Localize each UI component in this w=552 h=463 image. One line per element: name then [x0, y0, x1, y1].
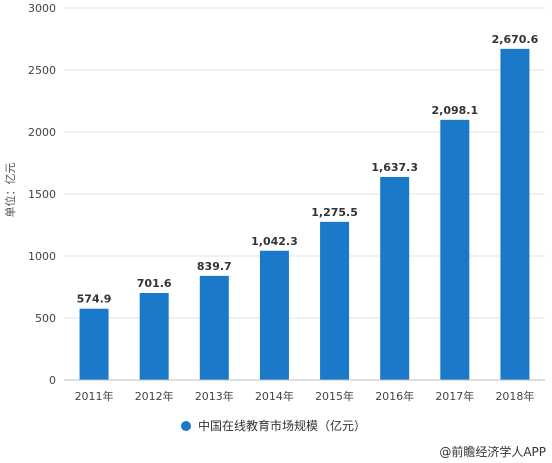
x-tick-label: 2014年	[255, 389, 294, 403]
data-label: 701.6	[137, 277, 172, 290]
x-tick-label: 2017年	[435, 389, 474, 403]
y-tick-label: 2000	[28, 126, 56, 139]
data-label: 2,670.6	[492, 33, 539, 46]
bars	[79, 48, 530, 380]
x-tick-label: 2016年	[375, 389, 414, 403]
x-tick-label: 2011年	[75, 389, 114, 403]
y-tick-label: 500	[35, 312, 56, 325]
legend-marker	[181, 421, 191, 431]
y-tick-label: 3000	[28, 2, 56, 15]
bar	[500, 48, 530, 380]
data-label: 1,042.3	[251, 235, 298, 248]
x-tick-label: 2012年	[135, 389, 174, 403]
source-credit: @前瞻经济学人APP	[439, 444, 546, 459]
y-axis-ticks: 0 500 1000 1500 2000 2500 3000	[28, 2, 56, 387]
y-tick-label: 0	[49, 374, 56, 387]
x-tick-label: 2018年	[495, 389, 534, 403]
x-tick-label: 2013年	[195, 389, 234, 403]
y-tick-label: 2500	[28, 64, 56, 77]
bar	[320, 221, 350, 380]
legend: 中国在线教育市场规模（亿元）	[181, 418, 366, 433]
gridlines	[64, 7, 545, 319]
bar	[139, 293, 169, 380]
bar	[440, 119, 470, 380]
bar	[380, 176, 410, 380]
bar	[259, 250, 289, 380]
y-axis-label: 单位：亿元	[3, 163, 17, 218]
bar	[199, 275, 229, 380]
data-label: 1,275.5	[311, 206, 358, 219]
y-tick-label: 1000	[28, 250, 56, 263]
data-label: 2,098.1	[431, 104, 478, 117]
x-tick-label: 2015年	[315, 389, 354, 403]
legend-label: 中国在线教育市场规模（亿元）	[198, 418, 366, 433]
data-labels: 574.9 701.6 839.7 1,042.3 1,275.5 1,637.3 2,09…	[77, 33, 539, 306]
data-label: 574.9	[77, 293, 112, 306]
data-label: 839.7	[197, 260, 232, 273]
y-tick-label: 1500	[28, 188, 56, 201]
data-label: 1,637.3	[371, 161, 418, 174]
bar	[79, 308, 109, 380]
x-axis-ticks: 2011年 2012年 2013年 2014年 2015年 2016年 2017年 2018年	[75, 389, 535, 403]
